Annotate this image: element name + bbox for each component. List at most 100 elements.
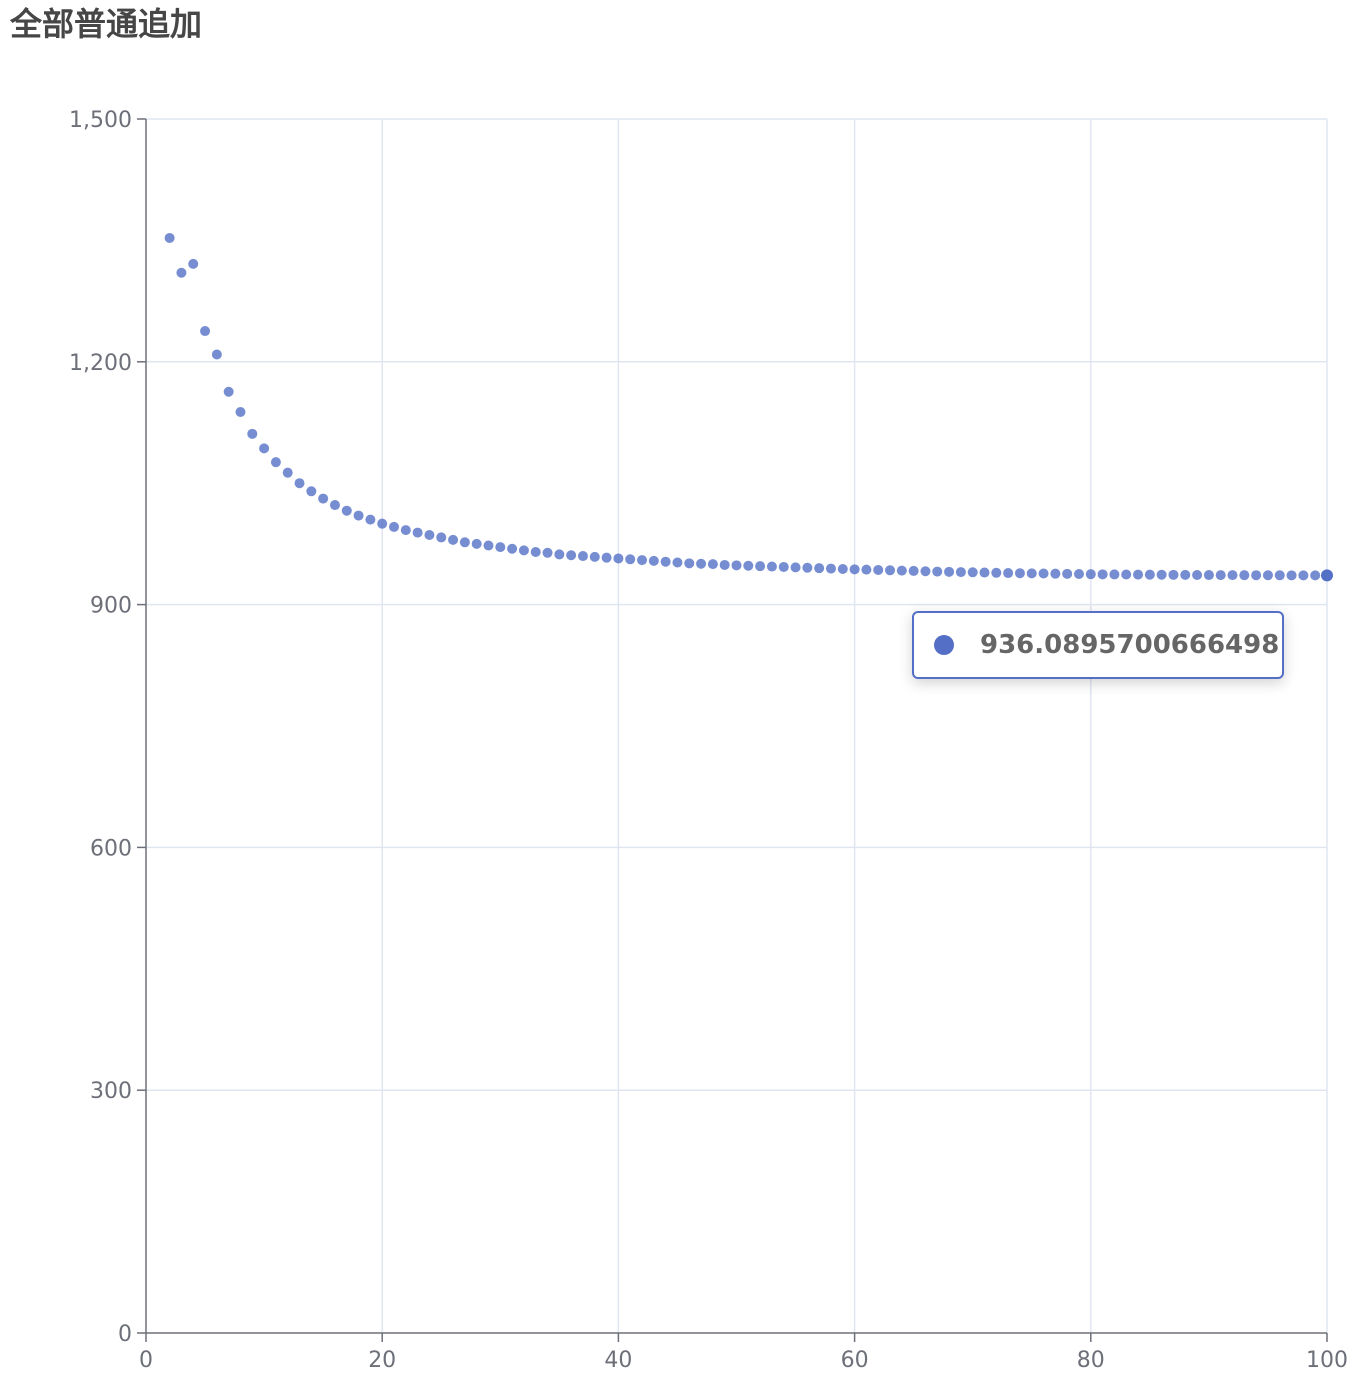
data-point	[766, 561, 777, 572]
data-point	[1109, 569, 1120, 580]
data-point	[684, 558, 695, 569]
data-point	[613, 553, 624, 564]
data-point	[1180, 569, 1191, 580]
data-point	[885, 565, 896, 576]
data-point	[625, 554, 636, 565]
data-point	[223, 386, 234, 397]
data-point	[1192, 569, 1203, 580]
data-point	[814, 563, 825, 574]
x-tick-label: 80	[1077, 1348, 1105, 1373]
x-tick-label: 100	[1306, 1348, 1348, 1373]
data-point	[1073, 569, 1084, 580]
data-point	[200, 326, 211, 337]
data-point	[1050, 568, 1061, 579]
data-point	[566, 550, 577, 561]
data-point	[400, 525, 411, 536]
data-point	[471, 538, 482, 549]
data-point	[1085, 569, 1096, 580]
y-tick-label: 600	[90, 836, 132, 861]
data-point	[294, 478, 305, 489]
data-point	[530, 546, 541, 557]
x-tick-label: 60	[841, 1348, 869, 1373]
data-point	[861, 564, 872, 575]
data-point	[920, 566, 931, 577]
data-point	[1156, 569, 1167, 580]
data-point	[778, 561, 789, 572]
data-point	[1062, 568, 1073, 579]
data-points	[164, 232, 1333, 582]
data-point	[495, 542, 506, 553]
data-point	[1003, 568, 1014, 579]
data-point	[660, 556, 671, 567]
data-point	[1014, 568, 1025, 579]
data-tooltip: 936.0895700666498	[912, 611, 1284, 679]
x-tick-label: 40	[604, 1348, 632, 1373]
data-point	[944, 566, 955, 577]
data-point	[873, 564, 884, 575]
data-point	[1121, 569, 1132, 580]
data-point	[1168, 569, 1179, 580]
data-point	[483, 540, 494, 551]
data-point	[1215, 570, 1226, 581]
data-point	[329, 500, 340, 511]
y-tick-label: 300	[90, 1079, 132, 1104]
data-point	[389, 521, 400, 532]
data-point	[436, 532, 447, 543]
data-point	[802, 562, 813, 573]
data-point	[507, 543, 518, 554]
data-point	[896, 565, 907, 576]
data-point	[648, 555, 659, 566]
data-point	[1239, 570, 1250, 581]
data-point	[1227, 570, 1238, 581]
data-point	[306, 486, 317, 497]
data-point	[211, 349, 222, 360]
data-point	[1310, 570, 1321, 581]
data-point	[696, 558, 707, 569]
data-point	[1262, 570, 1273, 581]
y-tick-label: 1,200	[69, 351, 132, 376]
data-point	[967, 567, 978, 578]
data-point	[755, 561, 766, 572]
data-point	[282, 467, 293, 478]
data-point	[589, 551, 600, 562]
y-tick-label: 0	[118, 1322, 132, 1347]
data-point	[1321, 569, 1333, 582]
data-point	[849, 564, 860, 575]
data-point	[270, 457, 281, 468]
tooltip-value: 936.0895700666498	[980, 630, 1280, 660]
data-point	[365, 514, 376, 525]
data-point	[1203, 570, 1214, 581]
data-point	[176, 267, 187, 278]
data-point	[908, 565, 919, 576]
data-point	[164, 232, 175, 243]
data-point	[412, 527, 423, 538]
data-point	[743, 560, 754, 571]
data-point	[719, 559, 730, 570]
chart-title: 全部普通追加	[10, 5, 203, 43]
data-point	[235, 406, 246, 417]
data-point	[1144, 569, 1155, 580]
data-point	[1274, 570, 1285, 581]
data-point	[577, 551, 588, 562]
data-point	[1286, 570, 1297, 581]
data-point	[932, 566, 943, 577]
data-point	[1038, 568, 1049, 579]
data-point	[955, 567, 966, 578]
data-point	[459, 537, 470, 548]
axes: 0 300 600 900 1,200 1,500 0 20 40 60 80 100	[69, 108, 1348, 1373]
grid-lines	[146, 118, 1328, 1333]
data-point	[1298, 570, 1309, 581]
data-point	[247, 428, 258, 439]
data-point	[672, 557, 683, 568]
data-point	[637, 555, 648, 566]
circle-dot-icon	[934, 635, 954, 655]
data-point	[979, 567, 990, 578]
data-point	[837, 563, 848, 574]
data-point	[259, 443, 270, 454]
x-tick-label: 0	[139, 1348, 153, 1373]
data-point	[448, 534, 459, 545]
data-point	[991, 567, 1002, 578]
data-point	[731, 560, 742, 571]
data-point	[825, 563, 836, 574]
